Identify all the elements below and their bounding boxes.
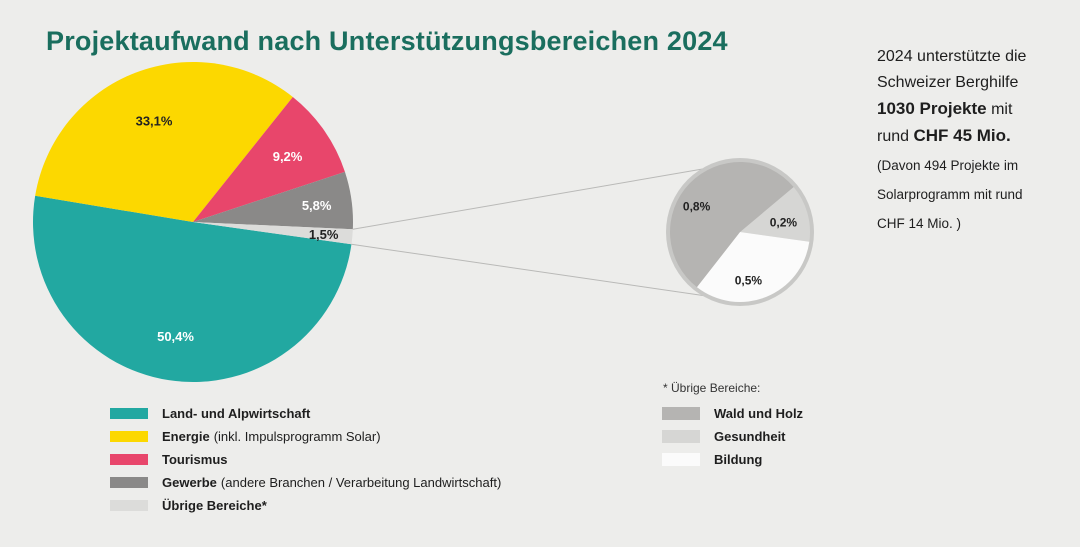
legend-label: Tourismus (162, 452, 228, 467)
pie-slice (33, 195, 352, 382)
legend-swatch (110, 454, 148, 465)
sub-pie-slice (740, 187, 811, 242)
info-note3: CHF 14 Mio. ) (877, 216, 962, 231)
info-line1: 2024 unterstützte die (877, 48, 1027, 65)
legend-swatch (110, 408, 148, 419)
legend-label: Wald und Holz (714, 406, 804, 421)
legend-note: (andere Branchen / Verarbeitung Landwirt… (220, 475, 502, 490)
chart-title: Projektaufwand nach Unterstützungsbereic… (46, 26, 728, 56)
slice-label: 33,1% (136, 113, 173, 128)
sub-pie-slice (670, 162, 794, 288)
slice-label: 5,8% (302, 198, 332, 213)
info-projects-rest: mit (986, 101, 1013, 118)
legend-item: Wald und Holz (662, 402, 807, 425)
legend-label: Bildung (714, 452, 763, 467)
sub-pie-slice (696, 232, 810, 303)
legend-item: Land- und Alpwirtschaft (110, 402, 501, 425)
info-amount: CHF 45 Mio. (913, 126, 1011, 145)
legend-item: Energie (inkl. Impulsprogramm Solar) (110, 425, 501, 448)
sub-slice-label: 0,8% (683, 199, 711, 213)
legend-label: Land- und Alpwirtschaft (162, 406, 311, 421)
info-projects: 1030 Projekte (877, 99, 987, 118)
legend-item: Tourismus (110, 448, 501, 471)
info-line2: Schweizer Berghilfe (877, 74, 1019, 91)
info-note1: (Davon 494 Projekte im (877, 158, 1019, 173)
legend-label: Energie (162, 429, 210, 444)
legend-swatch (110, 431, 148, 442)
legend-note: (inkl. Impulsprogramm Solar) (213, 429, 381, 444)
legend-item: Gesundheit (662, 425, 807, 448)
legend-swatch (662, 407, 700, 420)
info-note2: Solarprogramm mit rund (877, 187, 1023, 202)
sub-slice-label: 0,2% (770, 216, 798, 230)
legend-item: Bildung (662, 448, 807, 471)
slice-label: 50,4% (157, 329, 194, 344)
legend-swatch (110, 500, 148, 511)
legend-label: Übrige Bereiche* (162, 498, 267, 513)
connector-line (351, 243, 721, 299)
legend-swatch (110, 477, 148, 488)
pie-slice (193, 222, 353, 245)
sub-slice-label: 0,5% (735, 274, 763, 288)
legend-swatch (662, 430, 700, 443)
legend-item: Gewerbe (andere Branchen / Verarbeitung L… (110, 471, 501, 494)
legend-main: Land- und Alpwirtschaft Energie (inkl. Imp… (110, 402, 501, 517)
sub-legend-title: * Übrige Bereiche: (663, 381, 761, 395)
legend-swatch (662, 453, 700, 466)
legend-label: Gewerbe (162, 475, 217, 490)
legend-item: Übrige Bereiche* (110, 494, 501, 517)
slice-label: 1,5% (309, 227, 339, 242)
legend-label: Gesundheit (714, 429, 786, 444)
pie-slice (193, 96, 345, 222)
pie-slice (35, 61, 293, 222)
pie-slice (193, 171, 353, 230)
info-text: 2024 unterstützte die Schweizer Berghilf… (877, 44, 1077, 237)
legend-sub: Wald und Holz Gesundheit Bildung (662, 402, 807, 471)
info-amount-pre: rund (877, 128, 914, 145)
slice-label: 9,2% (273, 149, 303, 164)
connector-line (352, 165, 721, 230)
